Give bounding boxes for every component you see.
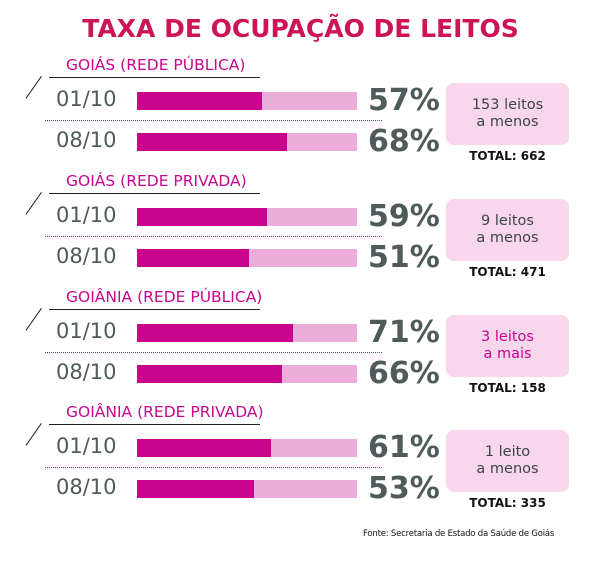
- section-rule: [49, 309, 260, 310]
- change-line-2: a menos: [476, 461, 539, 477]
- date-label: 08/10: [56, 128, 117, 152]
- change-line-2: a menos: [476, 230, 539, 246]
- change-line-1: 1 leito: [484, 444, 531, 460]
- bar-row: 01/10 59%: [0, 199, 450, 234]
- total-label: TOTAL: 335: [469, 496, 546, 510]
- source-note: Fonte: Secretaria de Estado da Saúde de …: [363, 529, 555, 539]
- bar-row: 08/10 51%: [0, 240, 450, 275]
- section-rule: [49, 424, 260, 425]
- bar-row: 01/10 57%: [0, 83, 450, 118]
- dotted-divider: [45, 352, 382, 353]
- date-label: 01/10: [56, 434, 117, 458]
- bar-track: [137, 208, 357, 226]
- bar-row: 08/10 66%: [0, 356, 450, 391]
- percent-label: 71%: [368, 315, 440, 350]
- percent-label: 68%: [368, 124, 440, 159]
- section-label: GOIÁS (REDE PRIVADA): [66, 172, 247, 190]
- section-label: GOIÂNIA (REDE PRIVADA): [66, 403, 264, 421]
- dotted-divider: [45, 467, 382, 468]
- percent-label: 61%: [368, 430, 440, 465]
- bar-row: 01/10 71%: [0, 315, 450, 350]
- total-label: TOTAL: 471: [469, 265, 546, 279]
- percent-label: 53%: [368, 471, 440, 506]
- date-label: 08/10: [56, 360, 117, 384]
- change-line-1: 153 leitos: [471, 97, 544, 113]
- dotted-divider: [45, 120, 382, 121]
- bar-fill: [137, 480, 254, 498]
- section-label: GOIÂNIA (REDE PÚBLICA): [66, 288, 263, 306]
- bar-track: [137, 439, 357, 457]
- bar-row: 01/10 61%: [0, 430, 450, 465]
- change-line-1: 9 leitos: [481, 213, 534, 229]
- bar-row: 08/10 53%: [0, 471, 450, 506]
- section-label: GOIÁS (REDE PÚBLICA): [66, 56, 246, 74]
- change-box: 1 leito a menos: [446, 430, 569, 492]
- change-box: 153 leitos a menos: [446, 83, 569, 145]
- bar-track: [137, 133, 357, 151]
- date-label: 01/10: [56, 319, 117, 343]
- date-label: 08/10: [56, 475, 117, 499]
- change-box: 9 leitos a menos: [446, 199, 569, 261]
- date-label: 01/10: [56, 87, 117, 111]
- date-label: 01/10: [56, 203, 117, 227]
- change-line-2: a mais: [483, 346, 532, 362]
- percent-label: 51%: [368, 240, 440, 275]
- bar-track: [137, 92, 357, 110]
- section-rule: [49, 77, 260, 78]
- section-group: GOIÁS (REDE PÚBLICA) 01/10 57% 08/10 68% 153 …: [0, 56, 601, 171]
- change-text: 153 leitos a menos: [472, 97, 543, 131]
- bar-fill: [137, 365, 283, 383]
- change-text: 9 leitos a menos: [476, 213, 538, 247]
- total-label: TOTAL: 158: [469, 381, 546, 395]
- bar-fill: [137, 92, 263, 110]
- total-label: TOTAL: 662: [469, 149, 546, 163]
- change-line-2: a menos: [476, 114, 539, 130]
- percent-label: 66%: [368, 356, 440, 391]
- chart-title: TAXA DE OCUPAÇÃO DE LEITOS: [82, 14, 519, 43]
- bar-row: 08/10 68%: [0, 124, 450, 159]
- bar-fill: [137, 208, 267, 226]
- bar-fill: [137, 133, 287, 151]
- bar-track: [137, 249, 357, 267]
- bar-track: [137, 480, 357, 498]
- date-label: 08/10: [56, 244, 117, 268]
- section-group: GOIÂNIA (REDE PRIVADA) 01/10 61% 08/10 53% 1 …: [0, 403, 601, 518]
- change-line-1: 3 leitos: [481, 329, 534, 345]
- bar-fill: [137, 324, 294, 342]
- change-box: 3 leitos a mais: [446, 315, 569, 377]
- bar-track: [137, 324, 357, 342]
- change-text: 3 leitos a mais: [481, 329, 534, 363]
- section-group: GOIÂNIA (REDE PÚBLICA) 01/10 71% 08/10 66% 3 …: [0, 288, 601, 403]
- percent-label: 57%: [368, 83, 440, 118]
- dotted-divider: [45, 236, 382, 237]
- bar-fill: [137, 249, 250, 267]
- section-rule: [49, 193, 260, 194]
- bar-fill: [137, 439, 272, 457]
- bar-track: [137, 365, 357, 383]
- percent-label: 59%: [368, 199, 440, 234]
- change-text: 1 leito a menos: [476, 444, 538, 478]
- section-group: GOIÁS (REDE PRIVADA) 01/10 59% 08/10 51% 9 le…: [0, 172, 601, 287]
